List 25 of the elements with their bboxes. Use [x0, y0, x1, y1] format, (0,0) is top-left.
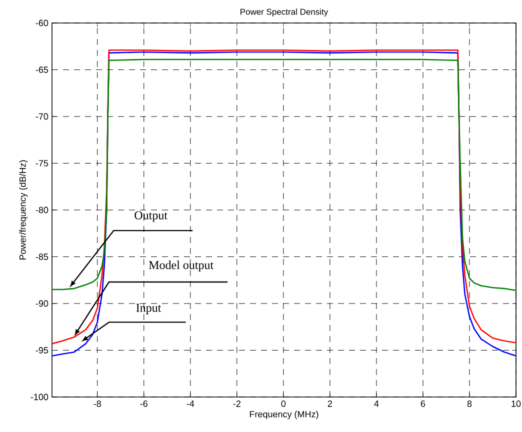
x-tick-label: 4: [374, 400, 379, 407]
annotation: Output: [134, 211, 168, 222]
y-tick-label: -65: [36, 66, 48, 73]
chart-title: Power Spectral Density: [240, 8, 328, 16]
x-tick-label: 10: [512, 400, 521, 407]
y-tick-label: -75: [36, 160, 48, 166]
y-axis-title: Power/frequency (dB/Hz): [19, 160, 28, 260]
y-tick-label: -70: [36, 113, 48, 120]
x-tick-label: -6: [140, 400, 148, 407]
annotation: Input: [136, 304, 162, 314]
x-tick-label: -2: [233, 400, 240, 407]
y-tick-label: -60: [36, 20, 48, 26]
y-tick-label: -85: [36, 254, 48, 260]
x-axis-title: Frequency (MHz): [250, 410, 318, 420]
x-tick-label: -8: [94, 400, 101, 407]
x-tick-label: -4: [186, 400, 194, 407]
y-tick-label: -95: [36, 347, 48, 354]
x-tick-label: 0: [281, 400, 286, 407]
x-tick-label: 8: [467, 400, 472, 407]
x-tick-label: 6: [420, 400, 426, 407]
annotation: Model output: [148, 260, 214, 272]
x-tick-label: 2: [328, 400, 332, 407]
y-tick-label: -80: [36, 206, 48, 214]
y-tick-label: -100: [30, 394, 48, 400]
y-tick-label: -90: [36, 300, 48, 307]
